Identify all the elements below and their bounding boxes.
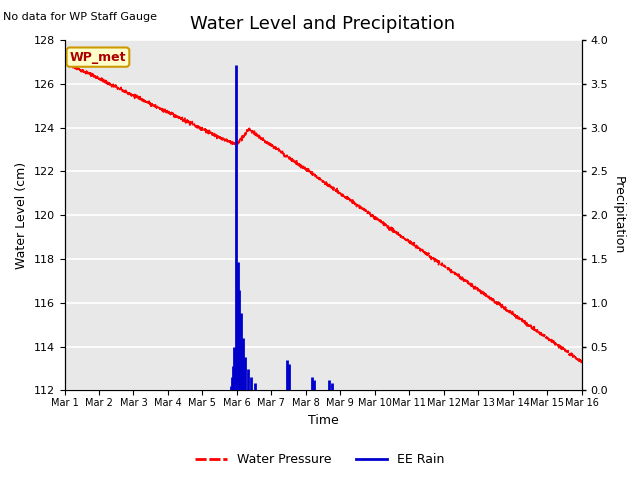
Title: Water Level and Precipitation: Water Level and Precipitation [191,15,456,33]
Legend: Water Pressure, EE Rain: Water Pressure, EE Rain [190,448,450,471]
Text: WP_met: WP_met [70,50,126,64]
Y-axis label: Water Level (cm): Water Level (cm) [15,162,28,269]
X-axis label: Time: Time [308,414,339,427]
Text: No data for WP Staff Gauge: No data for WP Staff Gauge [3,12,157,22]
Y-axis label: Precipitation: Precipitation [612,176,625,254]
